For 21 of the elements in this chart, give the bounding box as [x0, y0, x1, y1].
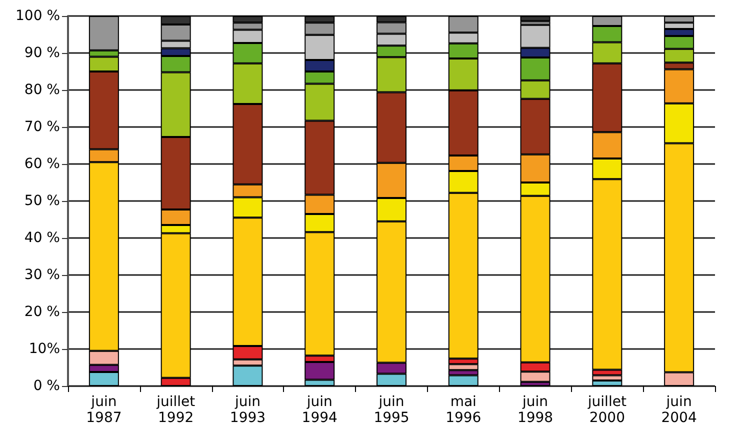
x-tick-label: mai 1996 [446, 394, 482, 426]
y-tick-label: 40 % [24, 230, 60, 246]
x-tick-label: juin 1994 [302, 394, 338, 426]
x-tick-label: juin 1993 [230, 394, 266, 426]
y-tick-label: 20 % [24, 304, 60, 320]
x-tick-label: juin 2004 [661, 394, 697, 426]
y-tick-label: 0 % [33, 378, 60, 394]
y-tick-label: 60 % [24, 156, 60, 172]
x-tick-label: juin 1987 [86, 394, 122, 426]
x-tick-label: juin 1998 [517, 394, 554, 426]
y-tick-label: 70 % [24, 119, 60, 135]
bar [520, 16, 550, 22]
y-tick-label: 90 % [24, 45, 60, 61]
x-tick-label: juillet 1992 [156, 394, 196, 426]
y-tick-label: 50 % [24, 193, 60, 209]
x-tick-label: juin 1995 [374, 394, 410, 426]
y-tick-label: 10% [28, 341, 60, 357]
y-tick-label: 100 % [16, 8, 60, 24]
y-tick-label: 30 % [24, 267, 60, 283]
y-tick-label: 80 % [24, 82, 60, 98]
x-tick-label: juillet 2000 [586, 394, 627, 426]
